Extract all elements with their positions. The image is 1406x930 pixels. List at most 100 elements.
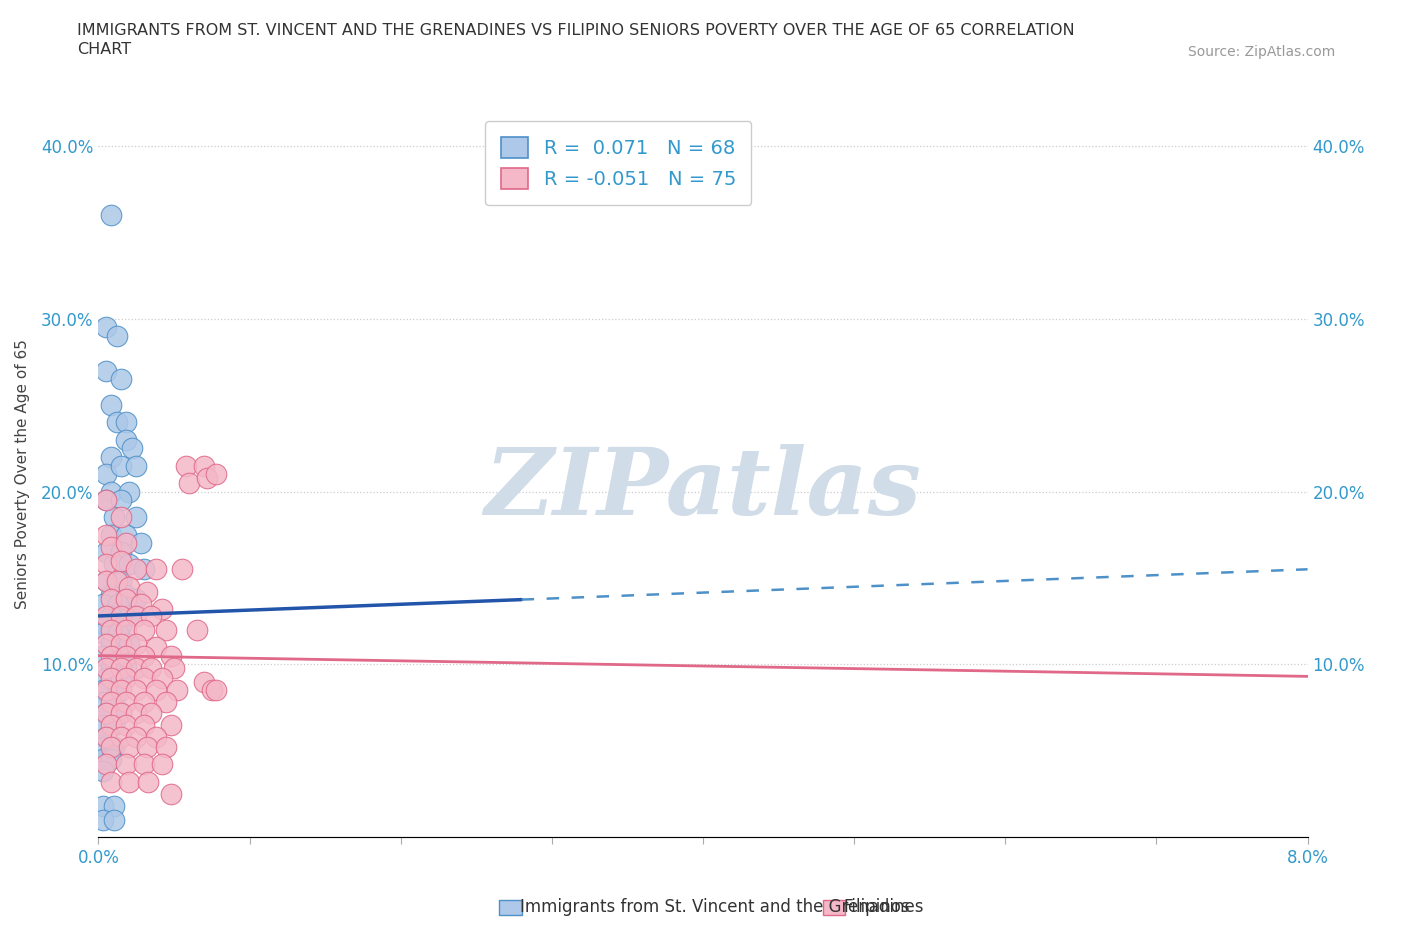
Point xyxy=(100,622,122,637)
Point xyxy=(132,622,155,637)
Point xyxy=(94,671,117,685)
Point xyxy=(110,683,132,698)
Point xyxy=(121,441,143,456)
Point xyxy=(94,757,117,772)
Text: Immigrants from St. Vincent and the Grenadines: Immigrants from St. Vincent and the Gren… xyxy=(520,897,924,916)
Point xyxy=(114,527,136,542)
Point xyxy=(118,579,141,594)
Point xyxy=(100,591,122,606)
Point xyxy=(100,636,122,651)
Point xyxy=(110,705,132,720)
Point xyxy=(141,608,163,623)
Point xyxy=(100,485,122,499)
Point xyxy=(132,562,155,577)
Point xyxy=(110,636,132,651)
Point xyxy=(91,695,114,710)
Point xyxy=(170,562,193,577)
Point xyxy=(118,775,141,790)
Point xyxy=(145,683,167,698)
Point xyxy=(94,467,117,482)
Point xyxy=(103,695,125,710)
Text: Filipinos: Filipinos xyxy=(844,897,910,916)
Point xyxy=(105,328,128,343)
Point xyxy=(103,739,125,754)
Point xyxy=(125,510,148,525)
Point xyxy=(100,695,122,710)
Point xyxy=(110,545,132,560)
Point xyxy=(94,364,117,379)
Point xyxy=(114,588,136,603)
Point xyxy=(100,539,122,554)
Point xyxy=(94,729,117,744)
Point xyxy=(100,588,122,603)
Point xyxy=(100,739,122,754)
Point xyxy=(193,458,215,473)
Point xyxy=(100,398,122,413)
Point xyxy=(125,683,148,698)
Point xyxy=(94,729,117,744)
Y-axis label: Seniors Poverty Over the Age of 65: Seniors Poverty Over the Age of 65 xyxy=(15,339,30,609)
Point xyxy=(114,536,136,551)
Point xyxy=(100,207,122,222)
Point xyxy=(114,432,136,447)
Point xyxy=(91,812,114,827)
Point xyxy=(107,626,129,641)
Point xyxy=(114,648,136,663)
Point xyxy=(94,636,117,651)
Point xyxy=(107,683,129,698)
Point xyxy=(163,660,186,675)
Point xyxy=(100,608,122,623)
Point xyxy=(100,660,122,675)
Point xyxy=(100,449,122,464)
Text: CHART: CHART xyxy=(77,42,131,57)
Point xyxy=(94,557,117,572)
Point xyxy=(193,674,215,689)
Point xyxy=(132,695,155,710)
Point xyxy=(205,467,228,482)
Point xyxy=(155,739,177,754)
Point xyxy=(100,527,122,542)
Point xyxy=(103,812,125,827)
Point xyxy=(132,717,155,732)
Point xyxy=(118,739,141,754)
Point xyxy=(114,660,136,675)
Text: Source: ZipAtlas.com: Source: ZipAtlas.com xyxy=(1188,45,1336,59)
Point xyxy=(105,574,128,589)
Point xyxy=(118,608,141,623)
Point xyxy=(94,527,117,542)
Point xyxy=(160,648,183,663)
Point xyxy=(160,787,183,802)
Point xyxy=(125,458,148,473)
Point xyxy=(94,608,117,623)
Point xyxy=(110,705,132,720)
Point xyxy=(91,648,114,663)
Point xyxy=(94,574,117,589)
Point xyxy=(118,636,141,651)
Point xyxy=(150,671,173,685)
Point xyxy=(135,739,157,754)
Point xyxy=(107,648,129,663)
Point xyxy=(94,660,117,675)
Point xyxy=(201,683,224,698)
Text: IMMIGRANTS FROM ST. VINCENT AND THE GRENADINES VS FILIPINO SENIORS POVERTY OVER : IMMIGRANTS FROM ST. VINCENT AND THE GREN… xyxy=(77,23,1076,38)
Point xyxy=(110,553,132,568)
Point xyxy=(132,648,155,663)
Point xyxy=(103,557,125,572)
Point xyxy=(103,510,125,525)
Point xyxy=(145,640,167,655)
Point xyxy=(150,602,173,617)
Point xyxy=(114,695,136,710)
Legend: R =  0.071   N = 68, R = -0.051   N = 75: R = 0.071 N = 68, R = -0.051 N = 75 xyxy=(485,121,751,205)
Point xyxy=(114,671,136,685)
Point xyxy=(100,775,122,790)
Point xyxy=(110,660,132,675)
Point xyxy=(107,596,129,611)
Point xyxy=(91,626,114,641)
Point xyxy=(135,584,157,599)
Point xyxy=(94,493,117,508)
Point xyxy=(141,705,163,720)
Point xyxy=(91,764,114,778)
Point xyxy=(94,320,117,335)
Point xyxy=(145,562,167,577)
Point xyxy=(91,799,114,814)
